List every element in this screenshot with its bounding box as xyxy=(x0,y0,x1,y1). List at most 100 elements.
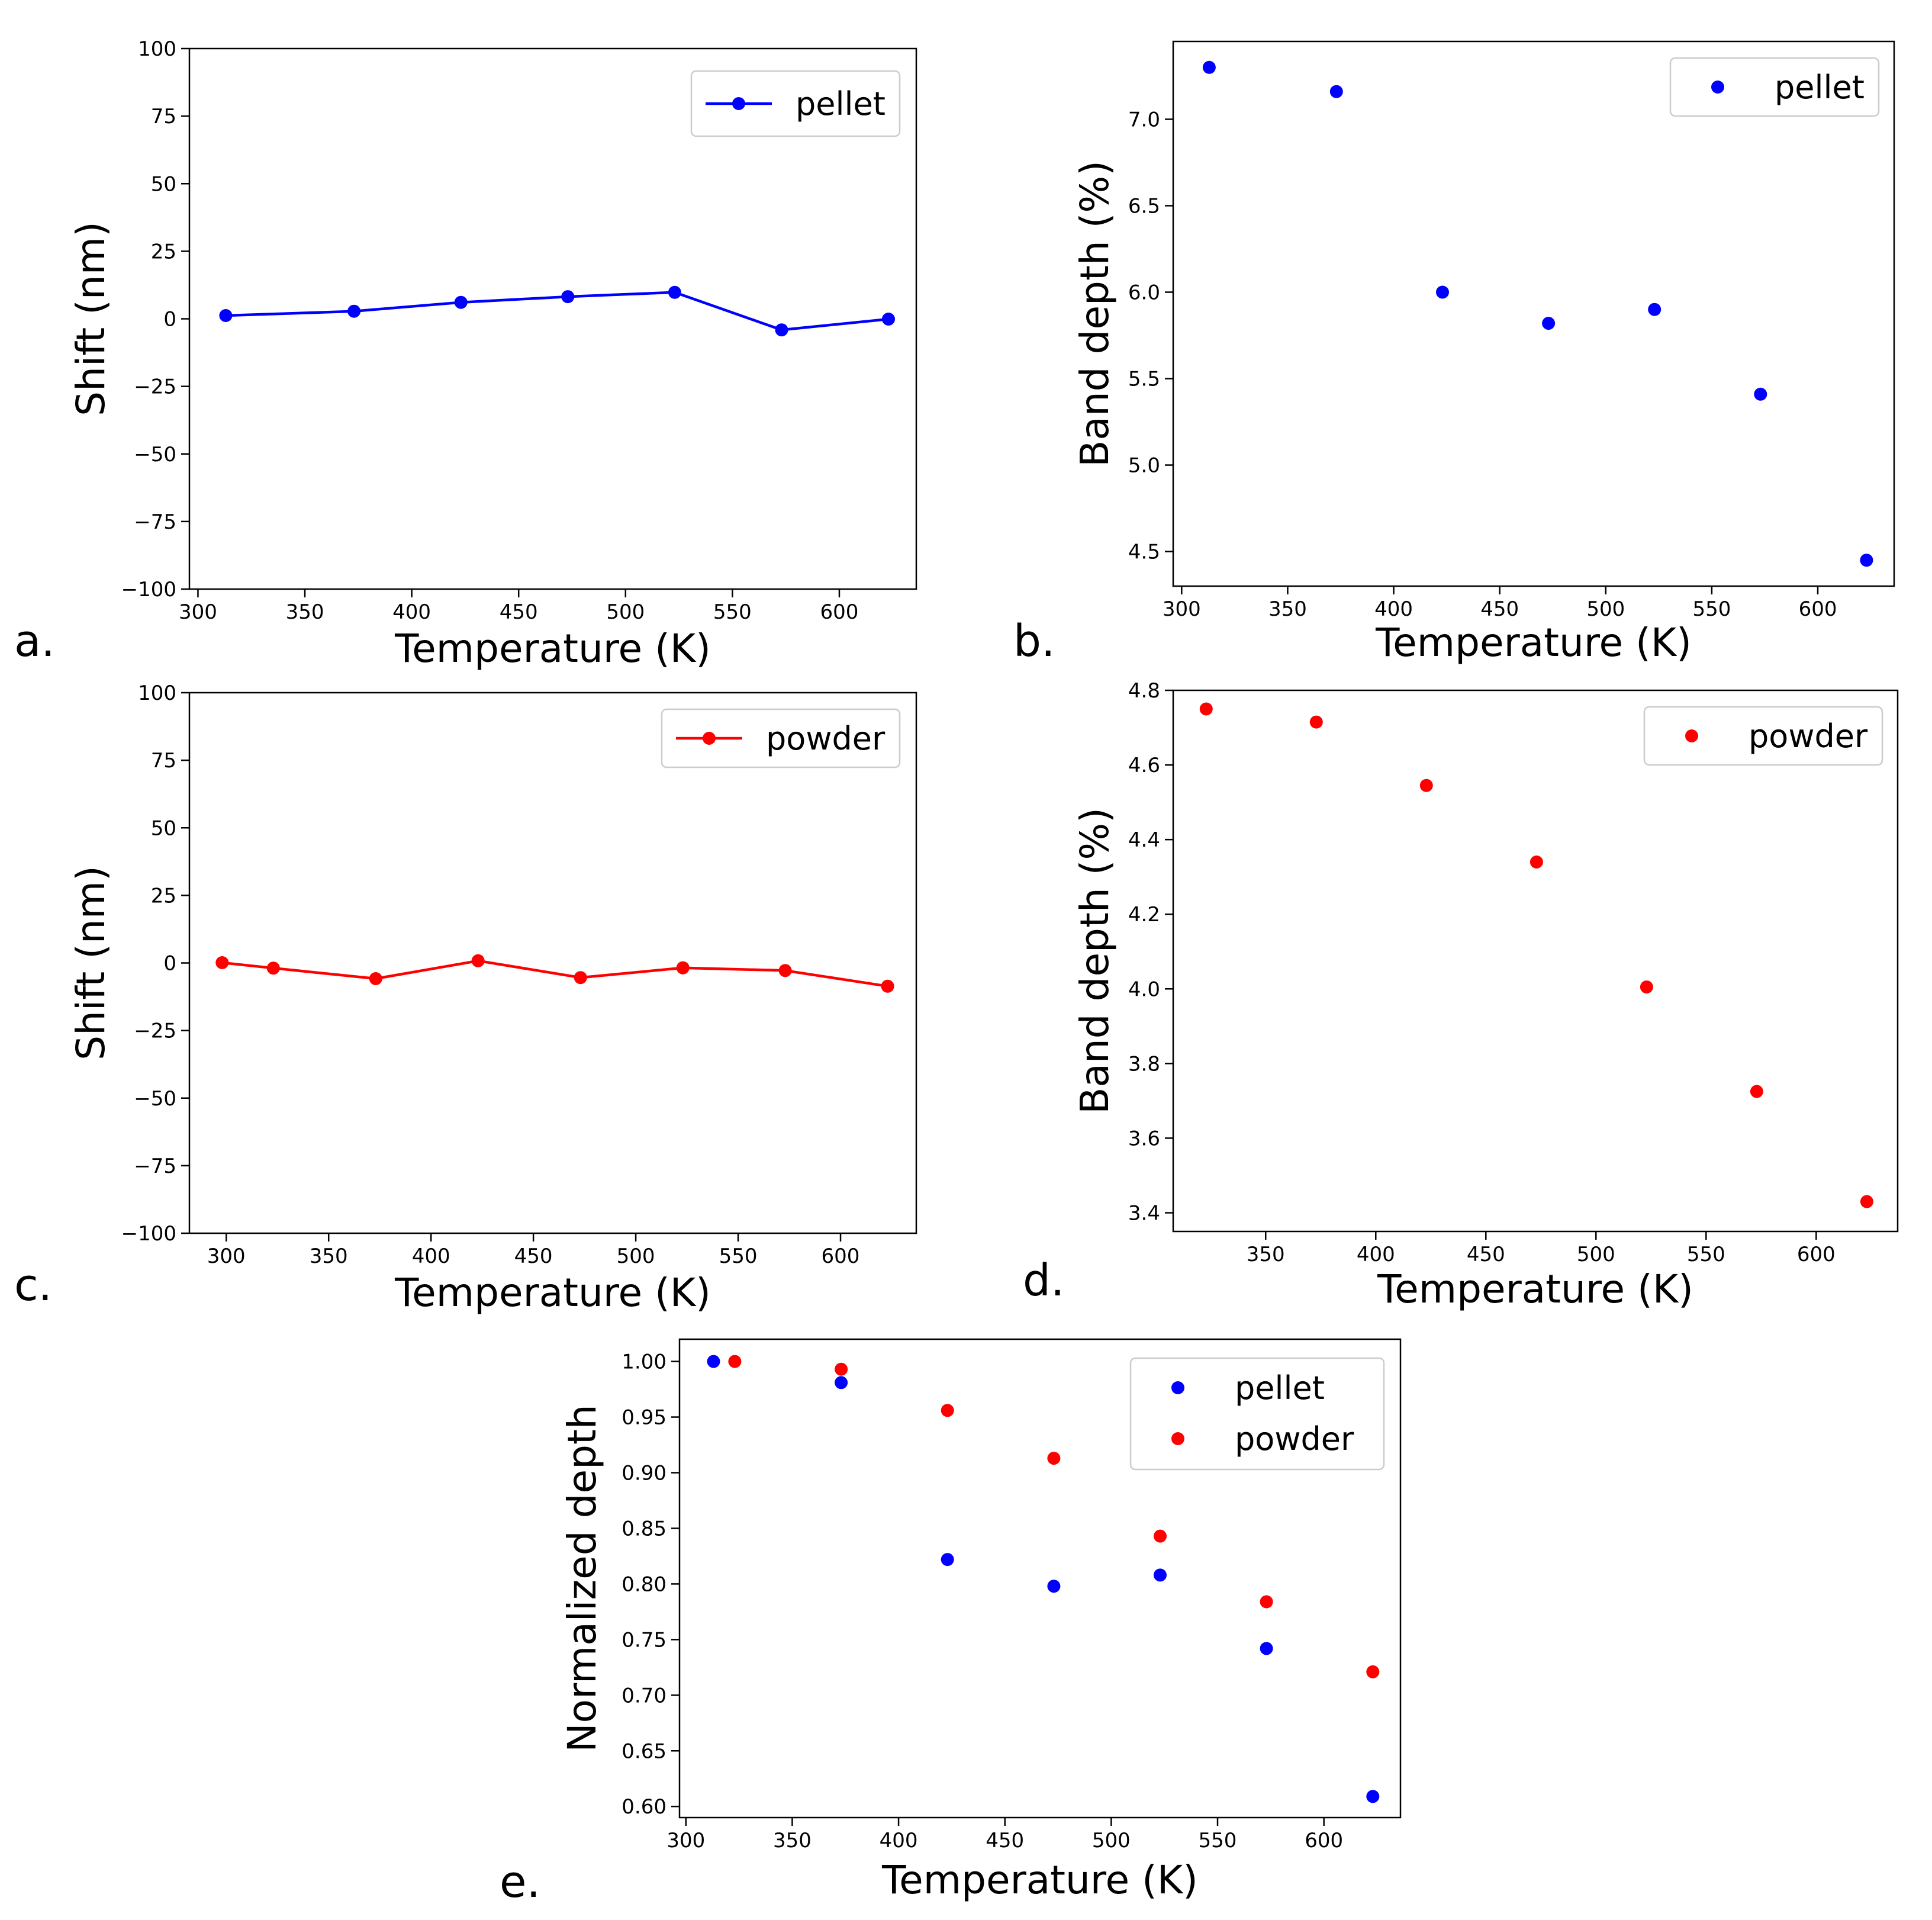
data-point-powder xyxy=(881,979,894,993)
data-point-powder xyxy=(941,1404,954,1417)
y-tick-label: 1.00 xyxy=(622,1350,666,1374)
data-point-powder xyxy=(1260,1595,1273,1609)
y-axis-label: Normalized depth xyxy=(559,1404,605,1752)
data-point-powder xyxy=(1047,1452,1061,1465)
x-tick-label: 300 xyxy=(1163,597,1201,621)
x-tick-label: 550 xyxy=(1692,597,1731,621)
y-tick-label: 0 xyxy=(163,308,176,332)
data-point-pellet xyxy=(347,304,361,318)
data-point-pellet xyxy=(775,323,788,337)
data-point-pellet xyxy=(1329,85,1343,98)
x-tick-label: 400 xyxy=(1374,597,1413,621)
data-point-pellet xyxy=(561,290,575,304)
x-tick-label: 500 xyxy=(1586,597,1625,621)
x-tick-label: 300 xyxy=(666,1829,705,1853)
x-axis-label: Temperature (K) xyxy=(1377,1266,1693,1312)
x-tick-label: 500 xyxy=(1092,1829,1131,1853)
y-tick-label: 4.6 xyxy=(1128,754,1160,777)
data-point-powder xyxy=(1860,1195,1873,1208)
data-point-pellet xyxy=(1754,387,1767,401)
data-point-pellet xyxy=(219,309,233,322)
y-tick-label: 50 xyxy=(151,172,176,196)
chart-a-shift-pellet: 300 350 400 450 500 550 600 100 75 50 25 0 −25 −50 −75… xyxy=(68,37,917,671)
x-tick-label: 400 xyxy=(392,600,431,624)
x-tick-label: 450 xyxy=(986,1829,1024,1853)
x-tick-label: 550 xyxy=(719,1244,758,1268)
y-tick-label: 5.5 xyxy=(1128,368,1160,391)
y-tick-label: 0.70 xyxy=(622,1684,666,1707)
x-tick-label: 600 xyxy=(820,600,859,624)
y-tick-label: 5.0 xyxy=(1128,454,1160,478)
x-tick-label: 400 xyxy=(1357,1243,1395,1266)
data-point-powder xyxy=(574,971,587,985)
x-tick-label: 300 xyxy=(179,600,217,624)
data-point-powder xyxy=(728,1355,742,1368)
legend-marker-pellet xyxy=(1171,1381,1184,1394)
legend: powder xyxy=(1643,706,1883,766)
plot-frame xyxy=(678,1338,1402,1819)
y-tick-label: 25 xyxy=(151,884,176,908)
panel-letter-e: e. xyxy=(500,1857,540,1908)
y-tick-label: 6.5 xyxy=(1128,194,1160,218)
data-point-pellet xyxy=(1542,317,1556,330)
x-tick-label: 400 xyxy=(880,1829,918,1853)
data-point-pellet xyxy=(1860,554,1873,567)
y-tick-label: −50 xyxy=(134,1087,176,1111)
data-point-powder xyxy=(835,1362,848,1376)
data-point-pellet xyxy=(454,295,468,309)
y-tick-label: −75 xyxy=(134,510,176,534)
data-point-pellet xyxy=(1436,285,1449,299)
y-axis-label: Band depth (%) xyxy=(1072,808,1118,1114)
series-line-powder xyxy=(222,959,888,988)
y-tick-label: 3.4 xyxy=(1128,1201,1160,1225)
x-tick-label: 450 xyxy=(1467,1243,1505,1266)
y-tick-label: 0.80 xyxy=(622,1572,666,1596)
y-tick-label: 4.2 xyxy=(1128,903,1160,927)
y-tick-label: 100 xyxy=(138,681,176,705)
y-tick-label: 7.0 xyxy=(1128,108,1160,131)
x-tick-label: 400 xyxy=(412,1244,450,1268)
y-tick-label: 0 xyxy=(163,952,176,976)
y-tick-label: −75 xyxy=(134,1154,176,1178)
legend-marker-pellet xyxy=(1711,81,1724,94)
y-tick-label: 50 xyxy=(151,816,176,840)
x-tick-label: 500 xyxy=(1577,1243,1615,1266)
x-tick-label: 350 xyxy=(310,1244,348,1268)
legend-box xyxy=(1669,57,1880,117)
chart-d-band-depth-powder: 350 400 450 500 550 600 4.8 4.6 4.4 4.2 4.0 3.8 3.6 3… xyxy=(1072,679,1899,1312)
x-tick-label: 550 xyxy=(1199,1829,1237,1853)
data-point-powder xyxy=(676,961,690,975)
data-point-pellet xyxy=(835,1376,848,1390)
x-tick-label: 350 xyxy=(1268,597,1307,621)
y-axis-label: Band depth (%) xyxy=(1072,160,1118,467)
data-point-pellet xyxy=(941,1553,954,1567)
y-axis-label: Shift (nm) xyxy=(68,866,114,1060)
y-tick-label: 0.65 xyxy=(622,1739,666,1763)
panel-letter-a: a. xyxy=(14,616,55,667)
x-tick-label: 600 xyxy=(1305,1829,1343,1853)
x-axis-label: Temperature (K) xyxy=(881,1857,1198,1903)
x-tick-label: 350 xyxy=(286,600,324,624)
data-point-pellet xyxy=(707,1355,720,1368)
y-tick-label: 0.85 xyxy=(622,1517,666,1540)
legend-label-powder: powder xyxy=(1235,1420,1354,1458)
y-axis-label: Shift (nm) xyxy=(68,221,114,416)
data-point-pellet xyxy=(1154,1568,1167,1582)
x-tick-label: 600 xyxy=(1799,597,1837,621)
x-tick-label: 600 xyxy=(1797,1243,1836,1266)
data-point-pellet xyxy=(1202,60,1216,74)
x-axis-label: Temperature (K) xyxy=(394,1270,711,1316)
y-tick-label: −25 xyxy=(134,1020,176,1043)
y-tick-label: −100 xyxy=(121,1222,176,1246)
data-point-powder xyxy=(266,961,280,975)
data-point-powder xyxy=(1530,856,1543,869)
legend: pellet xyxy=(1669,57,1880,117)
x-tick-label: 450 xyxy=(500,600,538,624)
chart-c-shift-powder: 300 350 400 450 500 550 600 100 75 50 25 0 −25 −50 −75… xyxy=(68,681,917,1316)
y-tick-label: 0.60 xyxy=(622,1795,666,1819)
y-tick-label: 0.95 xyxy=(622,1406,666,1430)
legend: pellet xyxy=(690,70,901,137)
data-point-powder xyxy=(1154,1529,1167,1543)
